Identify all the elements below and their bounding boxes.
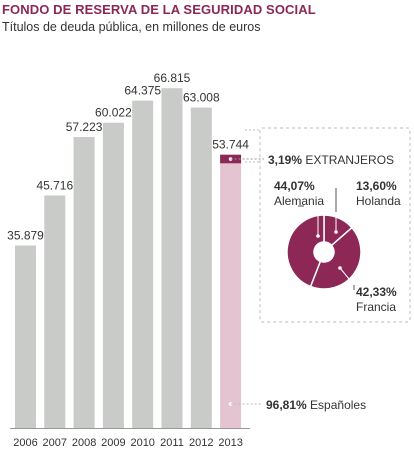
bar-2009 bbox=[102, 122, 124, 429]
x-tick-2012: 2012 bbox=[189, 437, 213, 449]
donut-name-alemania: Alemania bbox=[274, 194, 324, 208]
espanoles-name: Españoles bbox=[307, 398, 366, 412]
leader-dot-alemania bbox=[316, 234, 320, 238]
chart-title: FONDO DE RESERVA DE LA SEGURIDAD SOCIAL bbox=[2, 2, 316, 17]
espanoles-pct: 96,81% bbox=[266, 398, 307, 412]
data-label-2013: 53.744 bbox=[212, 138, 249, 152]
data-label-2007: 45.716 bbox=[36, 179, 73, 193]
donut-pct-francia: 42,33% bbox=[356, 285, 397, 299]
leader-francia bbox=[339, 267, 355, 286]
donut-name-holanda: Holanda bbox=[356, 194, 401, 208]
data-label-2008: 57.223 bbox=[66, 120, 103, 134]
leader-dot-francia bbox=[338, 266, 342, 270]
x-tick-2006: 2006 bbox=[13, 437, 37, 449]
extranjeros-pct: 3,19% bbox=[268, 153, 302, 167]
leader-dot-holanda bbox=[334, 230, 338, 234]
x-tick-2010: 2010 bbox=[130, 437, 154, 449]
data-label-2009: 60.022 bbox=[95, 106, 132, 120]
data-label-2010: 64.375 bbox=[124, 84, 161, 98]
espanoles-label: 96,81% Españoles bbox=[266, 398, 366, 412]
donut-pct-holanda: 13,60% bbox=[356, 179, 397, 193]
donut-slice-francia bbox=[309, 226, 362, 290]
leader-alemania bbox=[304, 205, 319, 236]
donut-slice-alemania bbox=[286, 214, 325, 288]
donut-name-francia: Francia bbox=[356, 300, 396, 314]
x-tick-2011: 2011 bbox=[160, 437, 184, 449]
data-label-2006: 35.879 bbox=[7, 229, 44, 243]
data-label-2012: 63.008 bbox=[183, 91, 220, 105]
bar-2006 bbox=[15, 245, 36, 428]
donut-pct-alemania: 44,07% bbox=[274, 179, 315, 193]
x-tick-2007: 2007 bbox=[43, 437, 67, 449]
x-tick-2008: 2008 bbox=[72, 437, 96, 449]
bar-segment-espanoles bbox=[220, 163, 242, 428]
extranjeros-name: EXTRANJEROS bbox=[302, 153, 394, 167]
detail-box bbox=[259, 127, 411, 323]
x-tick-2013: 2013 bbox=[218, 437, 242, 449]
chart-subtitle: Títulos de deuda pública, en millones de… bbox=[2, 20, 261, 34]
data-label-2011: 66.815 bbox=[154, 71, 191, 85]
bar-2012 bbox=[190, 107, 212, 428]
x-tick-2009: 2009 bbox=[101, 437, 125, 449]
bar-2011 bbox=[161, 88, 183, 428]
bar-2007 bbox=[44, 195, 66, 428]
bar-2010 bbox=[132, 100, 154, 428]
bar-2008 bbox=[73, 136, 95, 429]
extranjeros-label: 3,19% EXTRANJEROS bbox=[268, 153, 394, 167]
